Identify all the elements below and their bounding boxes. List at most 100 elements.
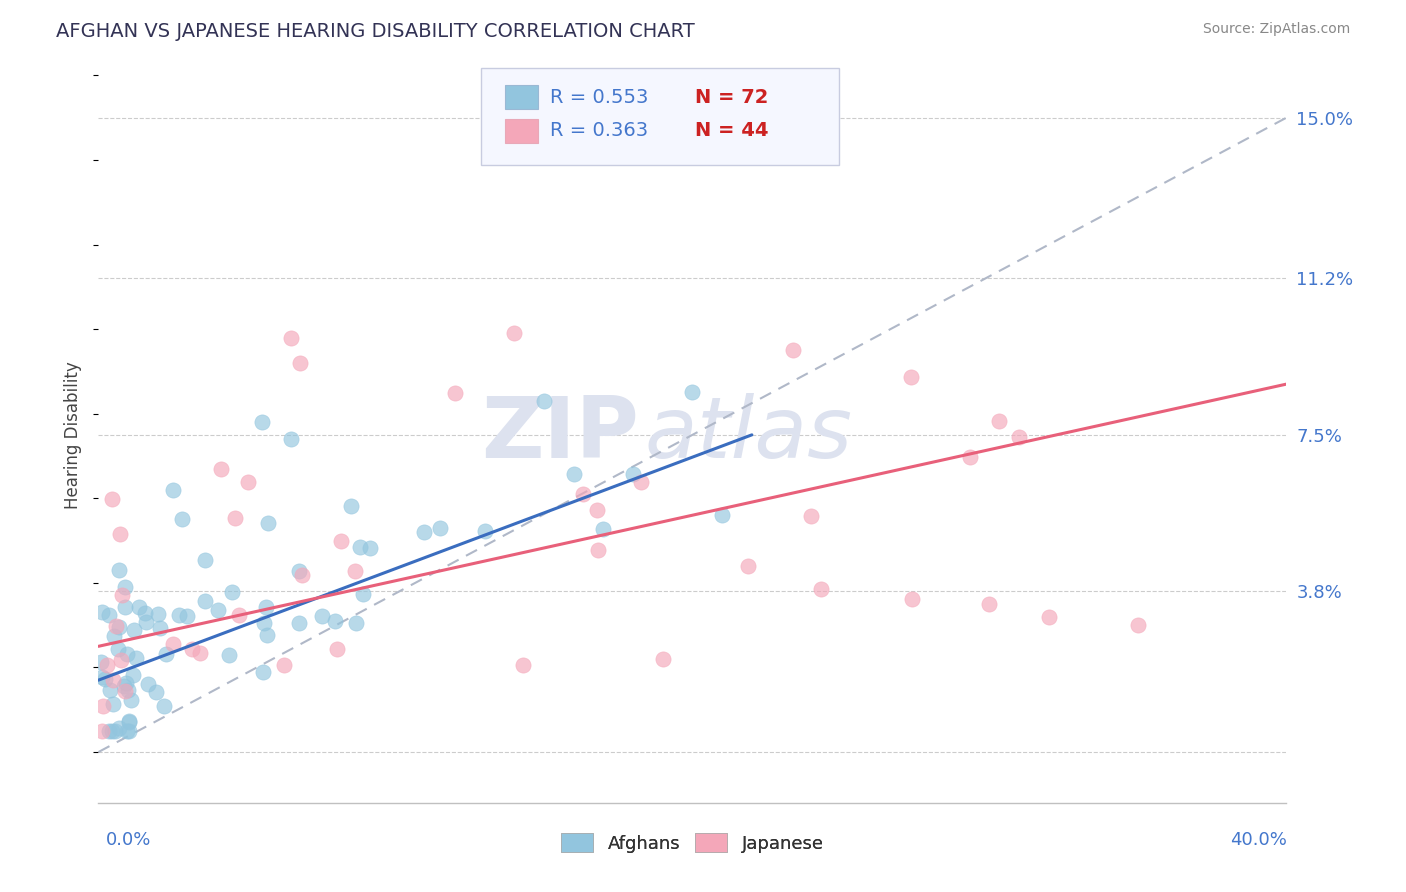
Point bbox=[108, 526, 131, 541]
Point bbox=[120, 693, 142, 707]
Point bbox=[571, 487, 593, 501]
Point bbox=[101, 491, 124, 506]
Point bbox=[288, 564, 311, 578]
Point bbox=[122, 623, 145, 637]
Point bbox=[737, 558, 759, 573]
Point bbox=[107, 620, 129, 634]
Point bbox=[256, 628, 278, 642]
Point bbox=[117, 682, 139, 697]
Point bbox=[108, 721, 131, 735]
Point bbox=[280, 432, 302, 446]
Point bbox=[104, 723, 127, 738]
Point bbox=[118, 715, 141, 730]
Point bbox=[98, 723, 121, 738]
Point bbox=[218, 648, 240, 662]
Point bbox=[221, 585, 243, 599]
Point bbox=[533, 394, 555, 409]
Point bbox=[429, 521, 451, 535]
Point bbox=[91, 698, 114, 713]
Point bbox=[562, 467, 585, 482]
Point bbox=[586, 503, 609, 517]
Point bbox=[343, 564, 366, 578]
Point bbox=[110, 653, 132, 667]
Point bbox=[104, 618, 127, 632]
Point bbox=[1126, 618, 1149, 632]
Point bbox=[253, 616, 276, 631]
Point bbox=[122, 668, 145, 682]
Point bbox=[162, 637, 184, 651]
Point bbox=[207, 603, 229, 617]
Text: R = 0.553: R = 0.553 bbox=[550, 87, 648, 106]
Point bbox=[114, 675, 136, 690]
Point bbox=[90, 655, 112, 669]
Point bbox=[236, 475, 259, 489]
Point bbox=[149, 621, 172, 635]
Point bbox=[145, 685, 167, 699]
Point bbox=[117, 723, 139, 738]
Point bbox=[503, 326, 526, 341]
Point bbox=[194, 553, 217, 567]
Point bbox=[209, 462, 232, 476]
Point bbox=[107, 642, 129, 657]
Y-axis label: Hearing Disability: Hearing Disability bbox=[65, 361, 83, 508]
Point bbox=[135, 615, 157, 629]
Text: 40.0%: 40.0% bbox=[1230, 831, 1286, 849]
Point bbox=[117, 723, 139, 738]
Point bbox=[112, 679, 135, 693]
Point bbox=[711, 508, 734, 522]
Point bbox=[987, 414, 1010, 428]
Point bbox=[681, 385, 703, 400]
Point bbox=[326, 642, 349, 657]
Point bbox=[114, 581, 136, 595]
Point bbox=[97, 608, 120, 623]
Point bbox=[152, 699, 174, 714]
Point bbox=[257, 516, 280, 531]
Text: AFGHAN VS JAPANESE HEARING DISABILITY CORRELATION CHART: AFGHAN VS JAPANESE HEARING DISABILITY CO… bbox=[56, 22, 695, 41]
Point bbox=[224, 511, 246, 525]
Point bbox=[108, 563, 131, 577]
Point bbox=[170, 512, 193, 526]
Point bbox=[280, 330, 302, 344]
Point bbox=[101, 673, 124, 688]
Legend: Afghans, Japanese: Afghans, Japanese bbox=[554, 826, 831, 860]
Point bbox=[136, 677, 159, 691]
Point bbox=[94, 673, 117, 687]
Point bbox=[291, 568, 314, 582]
Text: ZIP: ZIP bbox=[481, 393, 638, 476]
Point bbox=[111, 588, 134, 602]
Point bbox=[252, 665, 274, 679]
Point bbox=[979, 597, 1001, 611]
Point bbox=[474, 524, 496, 538]
Text: N = 72: N = 72 bbox=[695, 87, 768, 106]
Point bbox=[114, 684, 136, 698]
Text: N = 44: N = 44 bbox=[695, 121, 768, 140]
Point bbox=[91, 605, 114, 619]
Text: 0.0%: 0.0% bbox=[105, 831, 150, 849]
Point bbox=[118, 714, 141, 728]
Point bbox=[114, 599, 136, 614]
Text: atlas: atlas bbox=[645, 393, 853, 476]
Point bbox=[340, 500, 363, 514]
Point bbox=[115, 648, 138, 662]
Point bbox=[413, 524, 436, 539]
Point bbox=[273, 657, 295, 672]
Point bbox=[329, 533, 352, 548]
Point bbox=[800, 508, 823, 523]
FancyBboxPatch shape bbox=[481, 69, 838, 165]
Point bbox=[352, 587, 374, 601]
Point bbox=[311, 608, 333, 623]
FancyBboxPatch shape bbox=[505, 86, 538, 109]
Point bbox=[288, 615, 311, 630]
Point bbox=[630, 475, 652, 489]
Point bbox=[176, 609, 198, 624]
Text: R = 0.363: R = 0.363 bbox=[550, 121, 648, 140]
Point bbox=[148, 607, 170, 621]
Point bbox=[359, 541, 381, 556]
Point bbox=[512, 658, 534, 673]
Point bbox=[1038, 609, 1060, 624]
Point bbox=[349, 541, 371, 555]
Point bbox=[96, 658, 118, 673]
Point bbox=[155, 647, 177, 661]
FancyBboxPatch shape bbox=[505, 120, 538, 143]
Point bbox=[290, 356, 312, 370]
